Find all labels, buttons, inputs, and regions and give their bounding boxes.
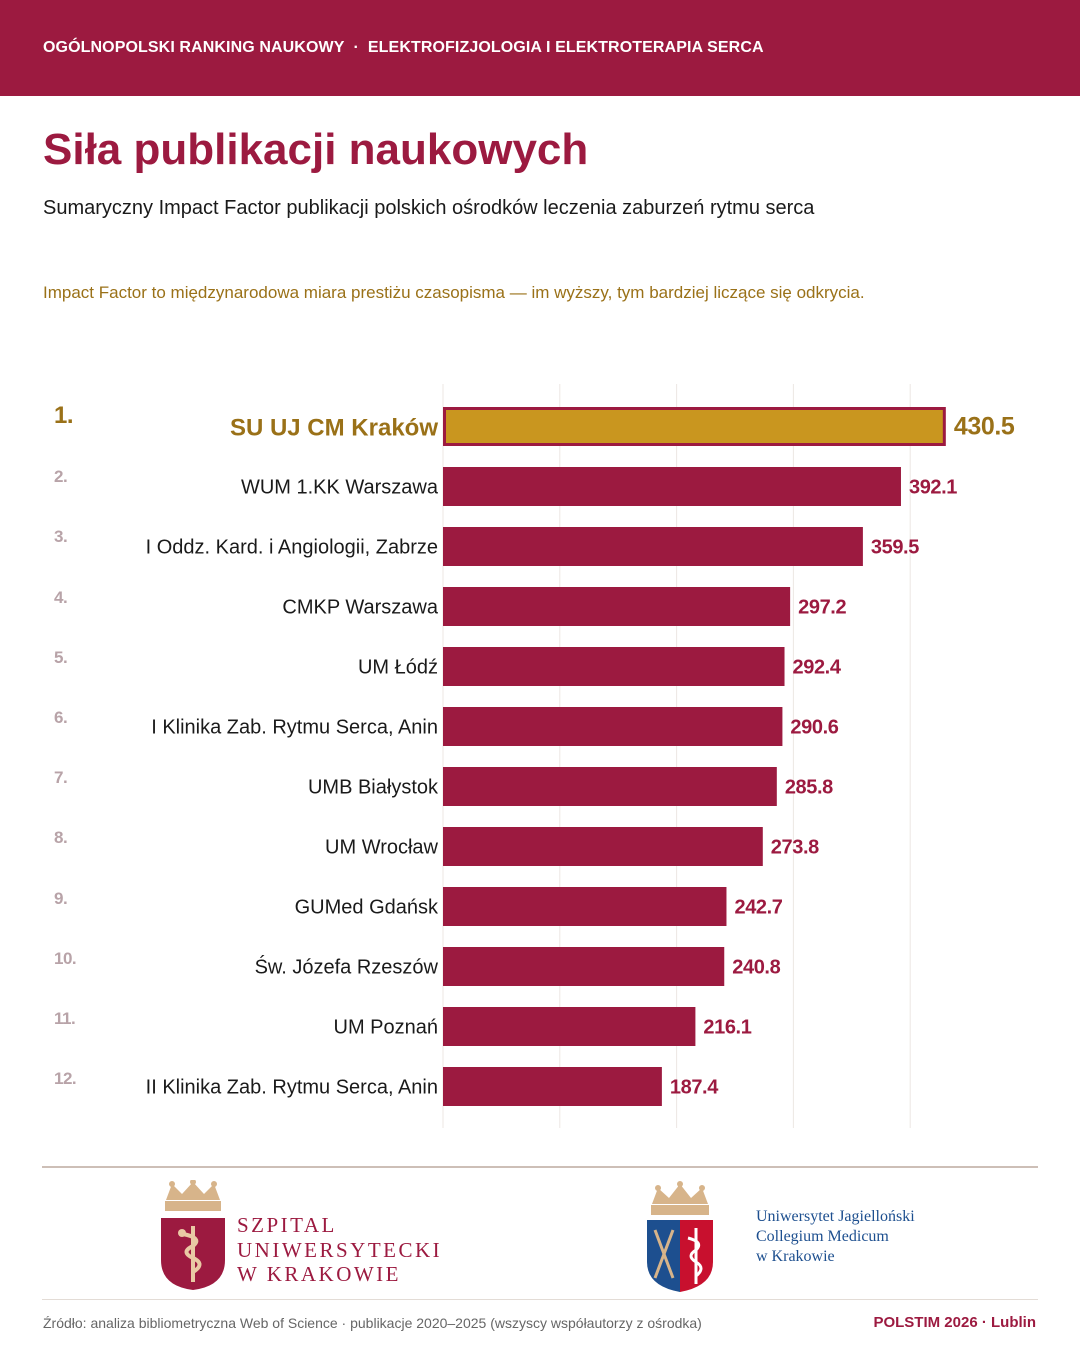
page-title: Siła publikacji naukowych — [43, 125, 589, 174]
category-label: UM Wrocław — [325, 837, 439, 859]
rank-label: 11. — [54, 1009, 75, 1028]
data-label: 187.4 — [670, 1077, 719, 1099]
footer-divider-top — [42, 1166, 1038, 1168]
category-label: I Klinika Zab. Rytmu Serca, Anin — [151, 717, 438, 739]
rank-label: 10. — [54, 949, 76, 968]
source-note: Źródło: analiza bibliometryczna Web of S… — [43, 1315, 702, 1331]
university-logo-text: Uniwersytet Jagielloński Collegium Medic… — [756, 1207, 915, 1267]
rank-label: 3. — [54, 527, 67, 546]
bar — [443, 827, 763, 866]
bar — [443, 1067, 662, 1106]
category-label: UMB Białystok — [308, 777, 439, 799]
header-separator: · — [353, 39, 359, 56]
data-label: 292.4 — [793, 657, 842, 679]
hospital-logo-line: SZPITAL — [237, 1213, 337, 1237]
rank-label: 9. — [54, 889, 67, 908]
rank-label: 8. — [54, 828, 67, 847]
bar — [443, 1007, 696, 1046]
rank-label: 2. — [54, 467, 67, 486]
category-label: WUM 1.KK Warszawa — [241, 477, 439, 499]
data-label: 297.2 — [798, 597, 846, 619]
bar — [443, 647, 785, 686]
category-label: II Klinika Zab. Rytmu Serca, Anin — [146, 1077, 438, 1099]
data-label: 216.1 — [703, 1017, 751, 1039]
hospital-logo-line: W KRAKOWIE — [237, 1262, 402, 1286]
university-logo-line: Uniwersytet Jagielloński — [756, 1208, 915, 1225]
data-label: 430.5 — [954, 413, 1015, 441]
rank-label: 5. — [54, 648, 67, 667]
event-label: POLSTIM 2026 · Lublin — [873, 1314, 1036, 1331]
bar — [443, 887, 727, 926]
hospital-crest-icon — [161, 1180, 225, 1290]
university-logo-line: Collegium Medicum — [756, 1228, 889, 1245]
bar — [443, 587, 791, 626]
bar-chart: 430.5 SU UJ CM Kraków 1. 392.1 WUM 1.KK Wars… — [54, 384, 1015, 1128]
hospital-logo-line: UNIWERSYTECKI — [237, 1237, 443, 1262]
bar — [443, 467, 901, 506]
data-label: 240.8 — [732, 957, 780, 979]
category-label: UM Łódź — [358, 657, 438, 679]
data-label: 273.8 — [771, 837, 819, 859]
category-label: UM Poznań — [334, 1017, 439, 1039]
bar — [443, 947, 725, 986]
data-label: 242.7 — [734, 897, 782, 919]
bar — [443, 407, 946, 446]
page-subtitle: Sumaryczny Impact Factor publikacji pols… — [43, 197, 815, 219]
bar — [443, 527, 863, 566]
header-left: OGÓLNOPOLSKI RANKING NAUKOWY — [43, 39, 345, 56]
category-label: I Oddz. Kard. i Angiologii, Zabrze — [146, 537, 438, 559]
data-label: 285.8 — [785, 777, 833, 799]
rank-label: 1. — [54, 402, 73, 429]
category-label: CMKP Warszawa — [282, 597, 438, 619]
impact-factor-note: Impact Factor to międzynarodowa miara pr… — [43, 283, 865, 302]
header-right: ELEKTROFIZJOLOGIA I ELEKTROTERAPIA SERCA — [367, 39, 764, 56]
rank-label: 6. — [54, 708, 67, 727]
category-label: SU UJ CM Kraków — [230, 415, 438, 442]
bar — [443, 767, 777, 806]
rank-label: 7. — [54, 768, 67, 787]
data-label: 392.1 — [909, 477, 957, 499]
header-bar: OGÓLNOPOLSKI RANKING NAUKOWY · ELEKTROFIZJ… — [0, 0, 1080, 96]
university-logo-line: w Krakowie — [756, 1248, 835, 1265]
hospital-logo-text: SZPITAL UNIWERSYTECKI W KRAKOWIE — [237, 1213, 442, 1287]
rank-label: 12. — [54, 1069, 76, 1088]
bar — [443, 707, 783, 746]
data-label: 290.6 — [790, 717, 838, 739]
university-crest-icon — [647, 1181, 713, 1292]
category-label: Św. Józefa Rzeszów — [255, 955, 439, 979]
data-label: 359.5 — [871, 537, 919, 559]
footer-divider-bottom — [42, 1299, 1038, 1300]
header-title: OGÓLNOPOLSKI RANKING NAUKOWY · ELEKTROFIZJ… — [43, 39, 764, 57]
rank-label: 4. — [54, 588, 67, 607]
category-label: GUMed Gdańsk — [295, 897, 439, 919]
